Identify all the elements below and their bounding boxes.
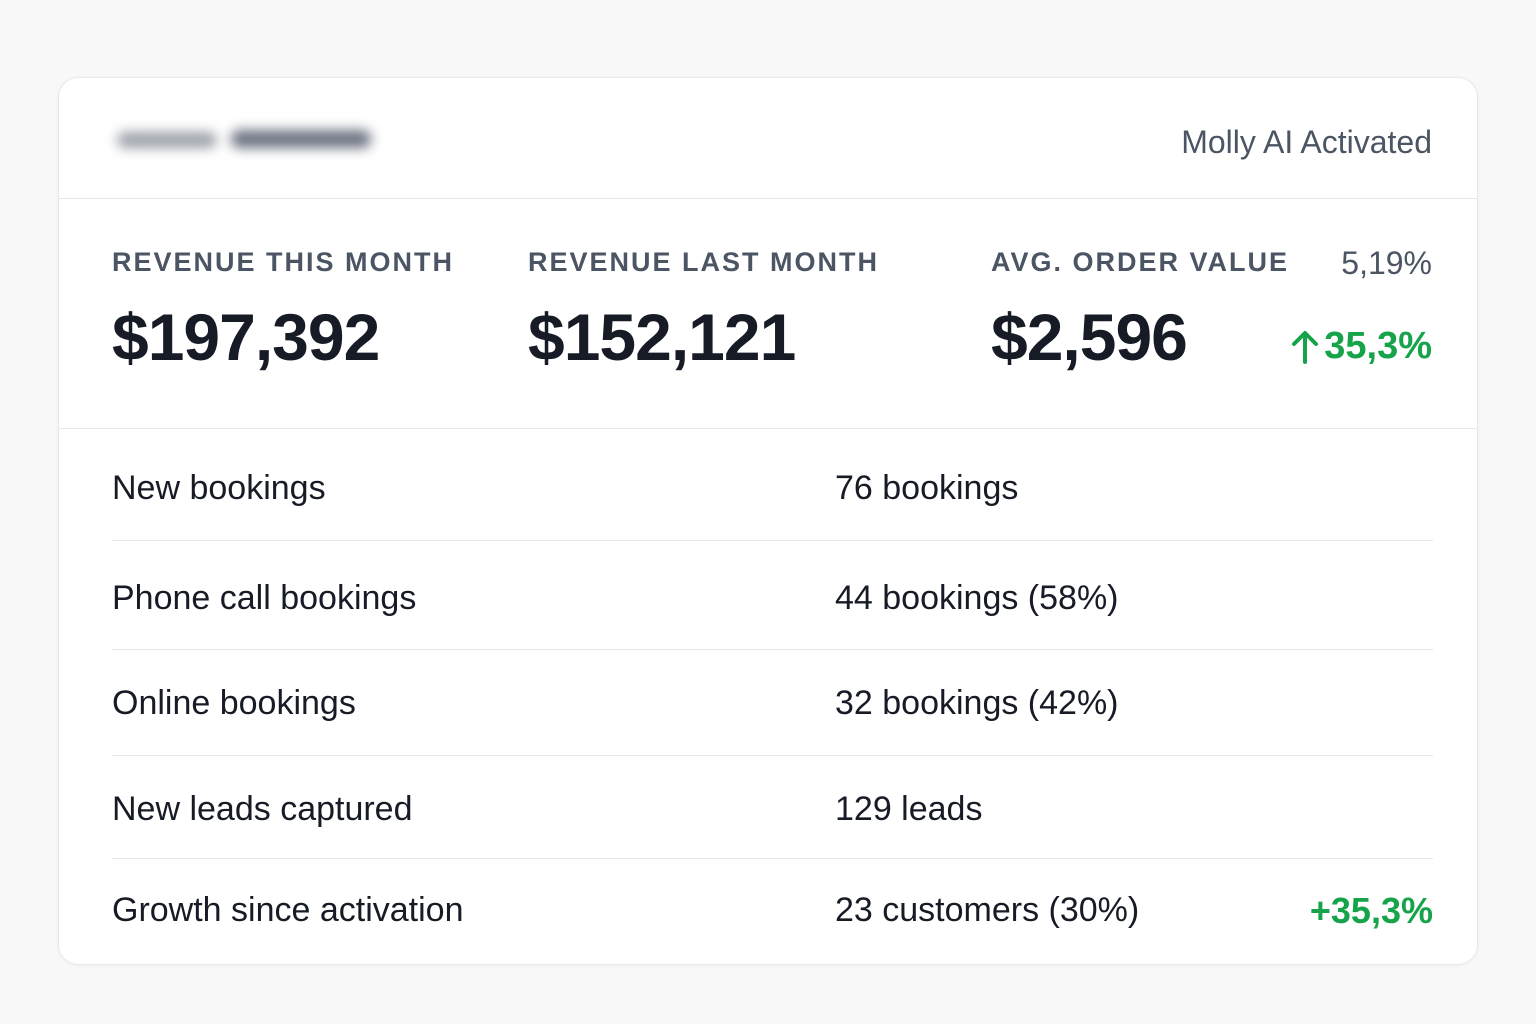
row-label: Phone call bookings bbox=[112, 579, 417, 617]
avg-order-value-value: $2,596 bbox=[991, 300, 1188, 374]
revenue-last-month-label: REVENUE LAST MONTH bbox=[528, 247, 880, 277]
row-value: 129 leads bbox=[835, 790, 983, 828]
summary-card: Molly AI Activated REVENUE THIS MONTH $1… bbox=[58, 77, 1478, 965]
card-header: Molly AI Activated bbox=[59, 78, 1477, 199]
revenue-change-badge: 35,3% bbox=[1290, 325, 1432, 368]
row-label: New bookings bbox=[112, 469, 326, 507]
row-value: 32 bookings (42%) bbox=[835, 684, 1119, 722]
stats-list: New bookings 76 bookings Phone call book… bbox=[112, 429, 1433, 964]
arrow-up-icon bbox=[1292, 330, 1319, 364]
company-name-redacted bbox=[111, 124, 381, 154]
growth-percentage: +35,3% bbox=[1309, 890, 1433, 931]
revenue-this-month-label: REVENUE THIS MONTH bbox=[112, 247, 455, 277]
row-label: Growth since activation bbox=[112, 891, 464, 929]
row-value: 23 customers (30%) bbox=[835, 891, 1140, 929]
activation-status: Molly AI Activated bbox=[1181, 124, 1432, 160]
revenue-metrics: REVENUE THIS MONTH $197,392 REVENUE LAST… bbox=[59, 199, 1477, 429]
avg-order-value-label: AVG. ORDER VALUE bbox=[991, 247, 1290, 277]
list-item: New bookings 76 bookings bbox=[112, 429, 1433, 541]
row-value: 44 bookings (58%) bbox=[835, 579, 1119, 617]
side-percentage: 5,19% bbox=[1341, 245, 1432, 281]
list-item: New leads captured 129 leads bbox=[112, 756, 1433, 859]
row-label: New leads captured bbox=[112, 790, 413, 828]
list-item: Phone call bookings 44 bookings (58%) bbox=[112, 541, 1433, 650]
list-item: Online bookings 32 bookings (42%) bbox=[112, 650, 1433, 756]
revenue-this-month-value: $197,392 bbox=[112, 300, 380, 374]
row-value: 76 bookings bbox=[835, 469, 1019, 507]
revenue-last-month-value: $152,121 bbox=[528, 300, 796, 374]
revenue-change-value: 35,3% bbox=[1324, 325, 1432, 367]
row-label: Online bookings bbox=[112, 684, 356, 722]
list-item: Growth since activation 23 customers (30… bbox=[112, 859, 1433, 964]
